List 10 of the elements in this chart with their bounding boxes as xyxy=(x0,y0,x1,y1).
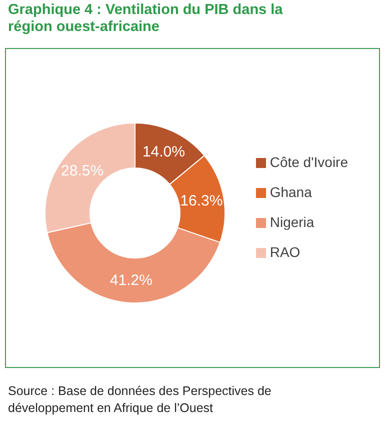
legend-label: Ghana xyxy=(270,184,312,200)
chart-title: Graphique 4 : Ventilation du PIB dans la région ouest-africaine xyxy=(8,2,284,36)
data-label: 28.5% xyxy=(61,162,104,180)
data-label: 14.0% xyxy=(142,143,186,160)
legend-label: RAO xyxy=(270,244,300,260)
source-note: Source : Base de données des Perspectives de développement en Afrique de l’Ouest xyxy=(8,383,272,417)
data-label: 16.3% xyxy=(180,192,223,210)
data-label: 41.2% xyxy=(110,272,152,289)
legend-label: Côte d'Ivoire xyxy=(270,154,348,170)
legend-label: Nigeria xyxy=(270,214,314,230)
